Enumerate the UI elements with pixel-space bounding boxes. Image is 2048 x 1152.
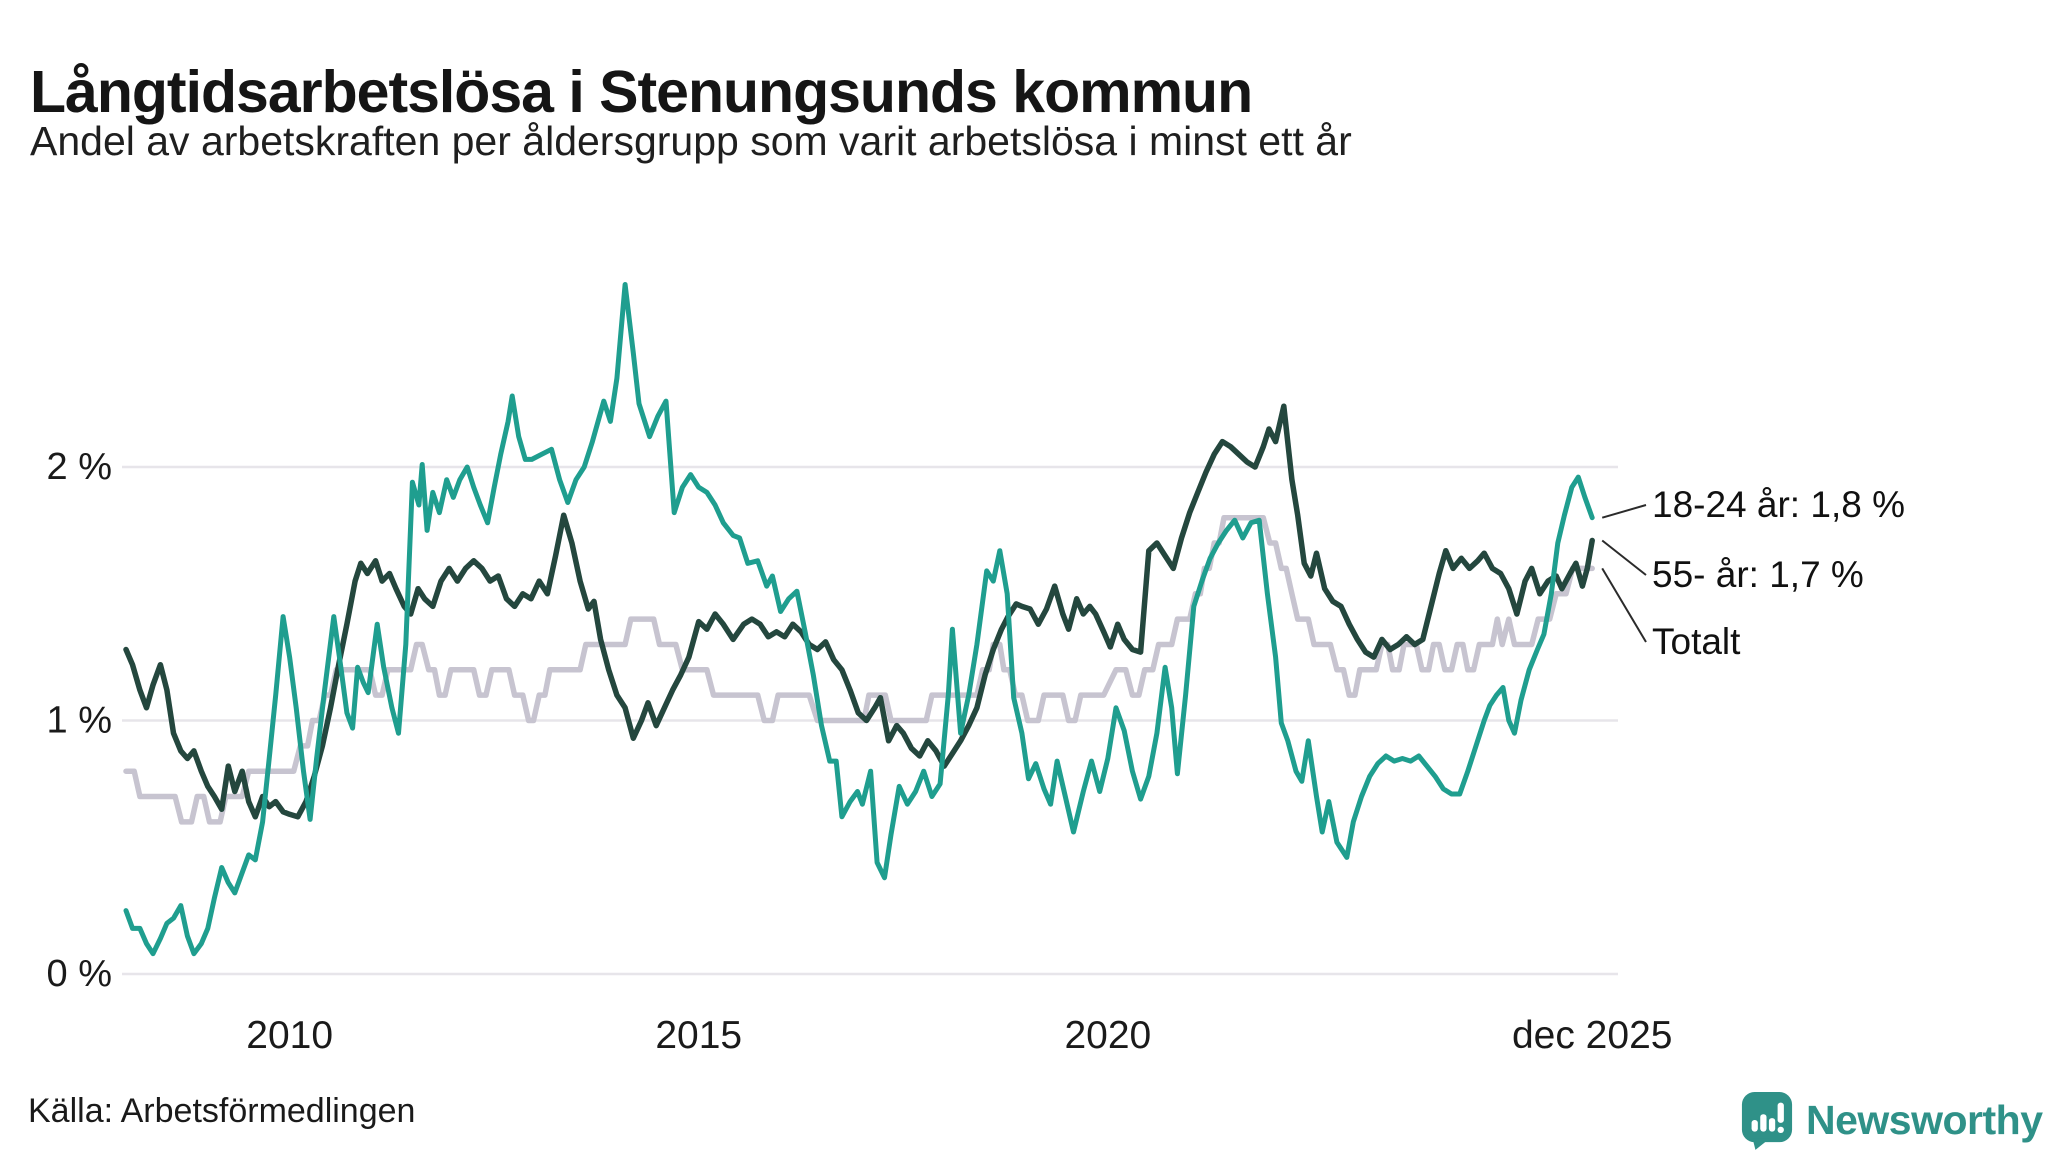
page-title: Långtidsarbetslösa i Stenungsunds kommun — [30, 58, 1253, 125]
x-tick-label: 2020 — [1064, 1014, 1151, 1057]
gridlines: 0 % 1 % 2 % — [47, 446, 1618, 995]
y-tick-label: 1 % — [47, 700, 112, 742]
series-end-label-55: 55- år: 1,7 % — [1652, 554, 1864, 595]
x-axis: 2010 2015 2020 dec 2025 — [246, 1014, 1672, 1057]
x-tick-label: 2015 — [655, 1014, 742, 1057]
page-subtitle: Andel av arbetskraften per åldersgrupp s… — [30, 118, 1352, 164]
x-tick-label: dec 2025 — [1512, 1014, 1672, 1057]
leader-line — [1601, 567, 1647, 643]
y-tick-label: 2 % — [47, 446, 112, 488]
series-line-18-24 — [123, 282, 1595, 957]
series-line-total — [123, 514, 1595, 825]
newsworthy-logo-text: Newsworthy — [1806, 1096, 2043, 1143]
leader-line — [1601, 539, 1647, 576]
y-tick-label: 0 % — [47, 953, 112, 995]
series-end-label-18-24: 18-24 år: 1,8 % — [1652, 484, 1905, 525]
leader-line — [1601, 504, 1647, 519]
speech-bubble-bar-chart-icon — [1741, 1092, 1793, 1150]
series-line-55 — [123, 403, 1595, 820]
newsworthy-brand: Newsworthy — [1740, 1090, 2043, 1150]
source-note: Källa: Arbetsförmedlingen — [28, 1092, 416, 1130]
x-tick-label: 2010 — [246, 1014, 333, 1057]
series-end-label-total: Totalt — [1652, 621, 1741, 662]
legend-leader-lines — [1601, 504, 1647, 643]
